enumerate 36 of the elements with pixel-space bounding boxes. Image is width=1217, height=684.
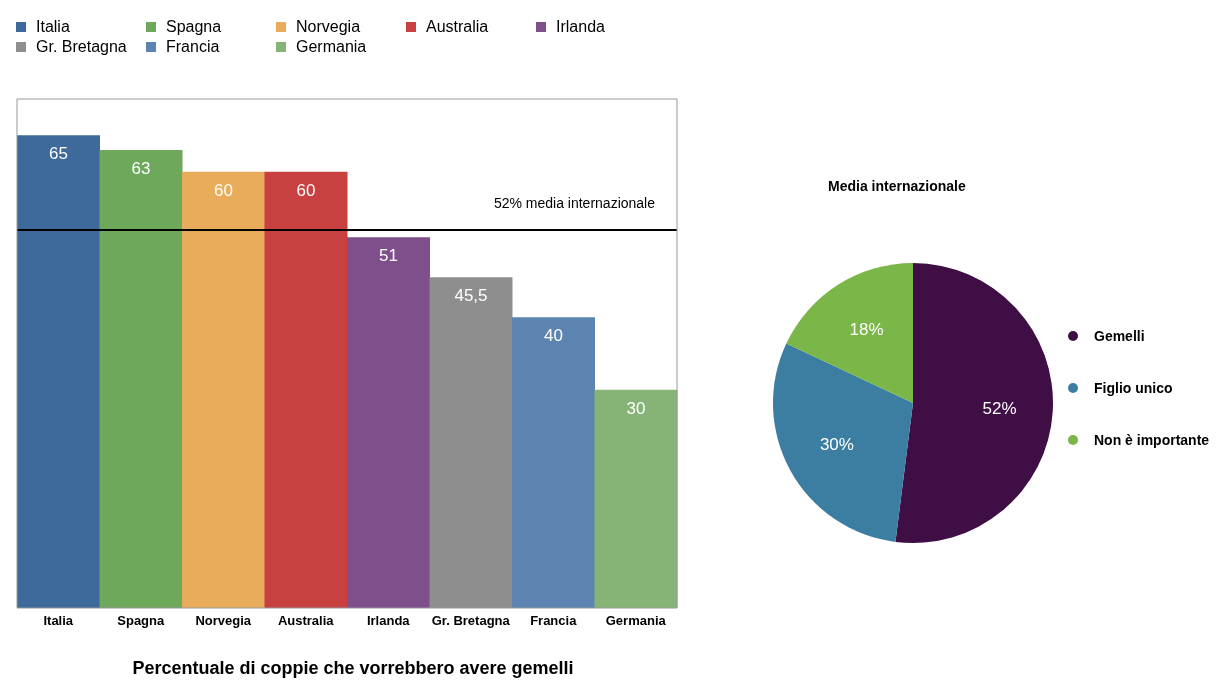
category-label: Irlanda xyxy=(556,18,605,35)
data-label: 40 xyxy=(544,326,563,346)
data-label: 63 xyxy=(131,158,151,178)
pie-slice xyxy=(773,343,913,542)
category-label: Norvegia xyxy=(296,18,361,35)
category-label: Italia xyxy=(36,18,70,35)
data-label: 18% xyxy=(849,320,884,340)
legend-label: Figlio unico xyxy=(1094,380,1173,396)
data-label: 45,5 xyxy=(454,286,488,306)
data-label: 51 xyxy=(379,246,398,266)
ref-line-label: 52% media internazionale xyxy=(493,194,656,211)
legend-label: Gemelli xyxy=(1094,328,1145,344)
data-label: 30 xyxy=(626,398,646,418)
data-label: 30% xyxy=(819,435,854,455)
x-tick-label: Gr. Bretagna xyxy=(431,613,511,629)
data-label: 60 xyxy=(214,180,233,200)
pie-slice xyxy=(895,263,1053,543)
pie-slice xyxy=(786,263,913,403)
data-label: 52% xyxy=(982,398,1017,418)
x-tick-label: Norvegia xyxy=(195,613,252,629)
x-tick-label: Germania xyxy=(605,613,667,629)
category-label: Gr. Bretagna xyxy=(36,38,127,55)
text: Percentuale di coppie che vorrebbero avere gemelli xyxy=(131,658,575,679)
chart-title: Media internazionale xyxy=(828,178,966,194)
legend-label: Non è importante xyxy=(1094,432,1210,448)
x-tick-label: Irlanda xyxy=(366,613,411,629)
category-label: Francia xyxy=(166,38,220,55)
x-tick-label: Italia xyxy=(43,613,74,629)
x-tick-label: Australia xyxy=(277,613,335,629)
x-tick-label: Francia xyxy=(530,613,578,629)
category-label: Australia xyxy=(426,18,489,35)
x-tick-label: Spagna xyxy=(117,613,165,629)
data-label: 65 xyxy=(49,144,68,164)
category-label: Germania xyxy=(296,38,367,55)
category-label: Spagna xyxy=(166,18,222,35)
data-label: 60 xyxy=(296,180,316,200)
